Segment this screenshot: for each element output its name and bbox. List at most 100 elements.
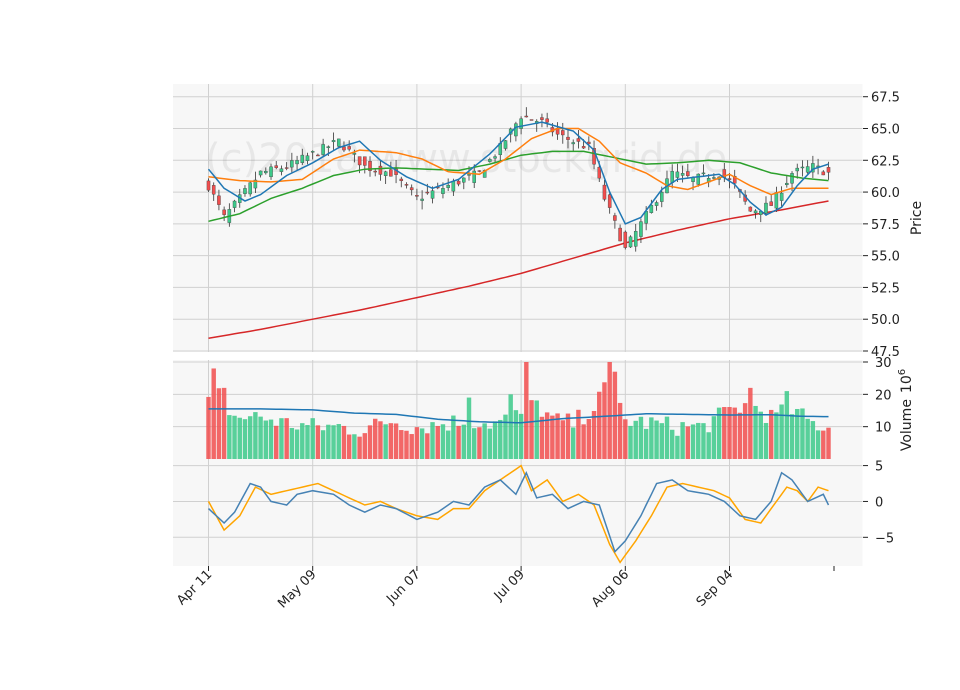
candle-body [712,177,716,179]
volume-bar [477,427,482,459]
volume-bar [638,416,644,459]
candle-body [561,130,565,136]
candle-body [342,146,346,151]
ma-slow-line [208,150,829,223]
volume-bar [821,430,826,459]
price-tick-label: 55.0 [871,250,900,265]
price-panel [173,84,863,352]
volume-bar [357,436,362,459]
candle-body [472,170,476,183]
volume-bar [654,420,659,459]
volume-bar [544,412,550,459]
candle-body [545,118,549,123]
candle-body [316,154,320,157]
volume-bar [440,424,446,459]
volume-bar [508,394,513,459]
candle-body [519,118,523,129]
volume-bar [237,417,242,459]
volume-bar [414,427,420,459]
volume-bar [466,397,472,459]
volume-bar [367,425,373,459]
volume-bar [482,423,487,459]
volume-bar [247,416,253,459]
volume-axis-label: Volume [899,399,915,451]
volume-bar [445,430,451,459]
candle-body [217,195,221,205]
volume-bar [732,407,737,459]
volume-ma-series [208,408,829,424]
volume-bar [498,419,503,459]
candle-body [488,159,492,162]
volume-bar [602,382,607,459]
candle-body [232,200,237,208]
candle-body [748,206,753,212]
candle-body [430,190,435,199]
volume-bar [586,419,592,459]
volume-bar [550,415,555,459]
candle-body [732,175,737,184]
volume-bar [513,410,519,459]
volume-bar [419,428,425,459]
volume-bar [669,429,675,459]
candle-body [686,171,690,176]
osc-main-line [207,470,830,554]
candle-body [566,136,570,140]
osc-signal-line [207,464,829,564]
price-tick-label: 57.5 [871,218,900,233]
candle-body [274,165,278,168]
candle-body [321,144,325,155]
volume-bar [263,420,269,459]
candle-body [363,156,367,166]
candle-body [378,165,383,175]
ma-long-line [208,200,829,340]
candle-body [529,119,534,121]
candle-body [305,155,310,161]
candle-body [795,167,800,172]
volume-bar [607,362,612,459]
volume-bar [518,413,524,459]
candle-body [248,182,252,195]
candle-body [477,170,482,172]
candle-body [540,117,544,120]
volume-bar [300,423,305,459]
ma-long-series [208,200,829,340]
volume-bar [789,414,795,459]
price-tick-label: 60.0 [871,186,900,201]
candle-body [462,177,466,183]
candle-body [633,231,638,247]
volume-tick-label: 20 [875,388,892,403]
candle-body [503,140,508,149]
volume-bar [560,420,565,459]
volume-bar [597,391,602,459]
candle-body [451,181,456,192]
volume-bar [461,424,467,459]
candle-body [383,171,388,177]
candle-body [660,191,664,202]
price-axis-title: Price [909,201,925,235]
volume-bar [274,425,279,459]
candle-body [295,160,299,165]
volume-bar [826,427,831,459]
volume-bar [784,391,790,459]
candle-body [352,152,357,155]
volume-bar [737,412,743,459]
volume-bar [727,407,732,459]
volume-bar [529,400,534,459]
volume-bar [425,433,430,459]
moving-averages [207,121,829,225]
volume-bar [331,425,336,459]
candle-body [826,167,831,173]
volume-bar [716,407,722,459]
price-tick-label: 52.5 [871,281,900,296]
volume-bar [591,410,597,459]
volume-bar [623,419,628,459]
volume-bar [399,430,404,459]
candle-body [618,227,622,242]
volume-bar [795,408,800,459]
candle-body [222,209,226,215]
volume-bar [472,428,477,459]
candle-body [514,123,518,137]
volume-bar [268,419,274,459]
volume-bar [383,424,388,459]
